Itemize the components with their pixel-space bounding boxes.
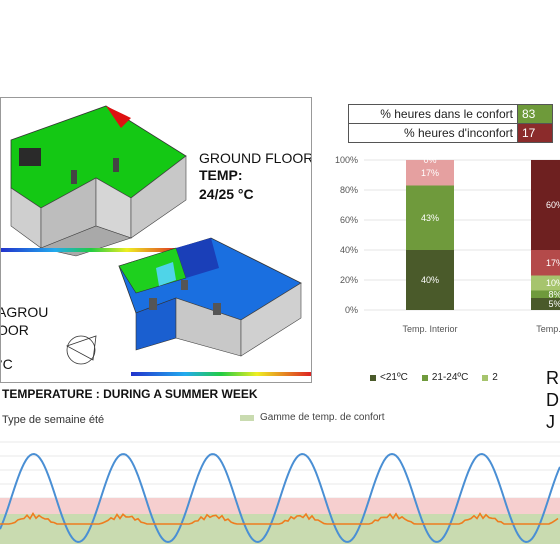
y-tick-label: 40%: [340, 245, 358, 255]
indoor-temp-line: [0, 511, 559, 525]
y-tick-label: 0%: [345, 305, 358, 315]
bar-segment: [531, 290, 560, 298]
side-letter-2: D: [546, 390, 559, 410]
bar-segment: [531, 160, 560, 250]
ground-floor-title: GROUND FLOOR: [199, 150, 312, 166]
legend-swatch: [370, 374, 376, 381]
legend-item-gt24: 2: [482, 372, 498, 383]
side-letter-3: J: [546, 412, 555, 432]
discomfort-value: 17: [517, 123, 553, 143]
stacked-bar-chart: 0% 20% 40% 60% 80% 100% 40% 43% 17% 0% Temp. Inter…: [335, 155, 560, 334]
ground-floor-temp-label: TEMP:: [199, 167, 243, 183]
y-tick-label: 80%: [340, 185, 358, 195]
bar-data-label: 60%: [546, 200, 560, 210]
comfort-value: 83: [517, 104, 553, 124]
bar-segment: [406, 160, 454, 186]
upper-floor-model: [118, 237, 302, 357]
bar-data-label: 40%: [421, 275, 439, 285]
x-category-label: Temp. Ex: [536, 324, 560, 334]
week-section-title: TEMPERATURE : DURING A SUMMER WEEK: [2, 387, 258, 401]
color-scale-bar: [1, 248, 181, 252]
bar-chart-legend: <21ºC 21-24ºC 2: [370, 372, 498, 383]
floor-plan-panel: GROUND FLOOR TEMP: 24/25 °C AGROU OOR °C: [0, 97, 312, 383]
bar-segment: [406, 185, 454, 250]
bar-data-label: 0%: [423, 155, 436, 165]
x-category-label: Temp. Interior: [402, 324, 457, 334]
legend-item-21-24: 21-24ºC: [421, 372, 469, 383]
bar-segment: [531, 275, 560, 291]
summer-week-line-chart: [0, 441, 560, 544]
warm-band: [0, 498, 560, 514]
discomfort-row: % heures d'inconfort 17: [348, 123, 553, 143]
y-tick-label: 100%: [335, 155, 358, 165]
ground-floor-temp-value: 24/25 °C: [199, 186, 254, 202]
legend-item-lt21: <21ºC: [370, 372, 408, 383]
comfort-row: % heures dans le confort 83: [348, 104, 553, 124]
week-chart-subtitle: Type de semaine été: [2, 414, 105, 426]
upper-floor-label-3: °C: [1, 356, 13, 372]
bar-segment: [406, 250, 454, 310]
comfort-table: % heures dans le confort 83 % heures d'i…: [348, 104, 553, 143]
discomfort-label: % heures d'inconfort: [348, 123, 518, 143]
upper-floor-label-2: OOR: [0, 322, 29, 338]
bar-data-label: 17%: [421, 168, 439, 178]
y-tick-label: 20%: [340, 275, 358, 285]
comfort-band-legend: Gamme de temp. de confort: [240, 412, 385, 423]
ground-floor-model: [10, 105, 187, 257]
legend-label: 21-24ºC: [431, 372, 469, 383]
band-legend-label: Gamme de temp. de confort: [260, 412, 385, 423]
bar-data-label: 17%: [546, 258, 560, 268]
comfort-label: % heures dans le confort: [348, 104, 518, 124]
legend-swatch: [421, 374, 428, 381]
legend-label: <21ºC: [380, 372, 408, 383]
bar-data-label: 10%: [546, 278, 560, 288]
bar-segment: [531, 298, 560, 310]
upper-floor-label-1: AGROU: [0, 304, 49, 320]
bar-data-label: 5%: [548, 299, 560, 309]
compass-icon: [66, 335, 97, 365]
legend-label: 2: [492, 372, 498, 383]
band-swatch: [240, 414, 254, 421]
bar-data-label: 43%: [421, 213, 439, 223]
bar-data-label: 8%: [548, 289, 560, 299]
outdoor-temp-line: [0, 452, 560, 544]
floor-plan-illustration: [1, 105, 311, 376]
side-letter-1: R: [546, 368, 559, 388]
y-tick-label: 60%: [340, 215, 358, 225]
legend-swatch: [482, 374, 489, 381]
bar-segment: [531, 250, 560, 276]
